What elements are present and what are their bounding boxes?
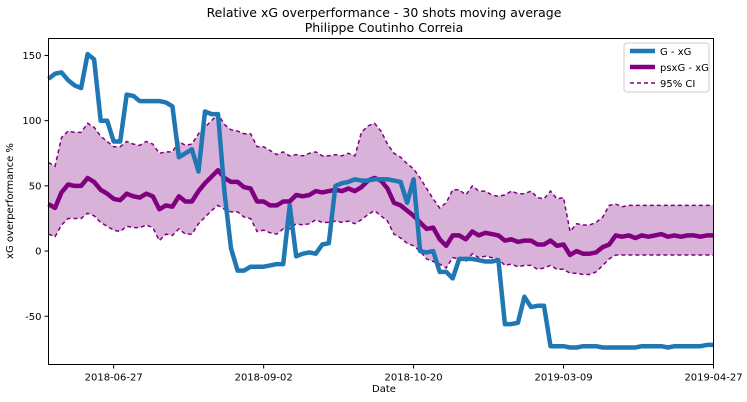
legend-label-g-xg: G - xG — [660, 47, 691, 58]
series-line-g-xg — [47, 51, 714, 350]
plot-area — [47, 51, 714, 350]
legend: G - xG psxG - xG 95% CI — [623, 42, 710, 93]
chart-title: Relative xG overperformance - 30 shots m… — [207, 5, 562, 20]
legend-label-psxg-xg: psxG - xG — [660, 63, 709, 74]
legend-box — [623, 42, 710, 93]
x-tick-label: 2018-10-20 — [385, 373, 443, 384]
y-tick-label: -50 — [25, 312, 41, 323]
legend-label-ci: 95% CI — [660, 79, 695, 90]
ci-upper-line — [48, 112, 714, 234]
chart-subtitle: Philippe Coutinho Correia — [305, 20, 464, 35]
x-tick-label: 2018-09-02 — [235, 373, 293, 384]
y-tick-label: 0 — [35, 247, 41, 258]
y-axis-label: xG overperformance % — [5, 143, 16, 259]
y-tick-label: 100 — [22, 116, 41, 127]
plot-frame — [48, 38, 714, 365]
y-tick-label: 50 — [29, 181, 42, 192]
y-tick-label: 150 — [22, 51, 41, 62]
y-axis: 150 100 50 0 -50 — [22, 51, 49, 323]
x-axis-label: Date — [372, 384, 396, 395]
x-tick-label: 2019-03-09 — [534, 373, 592, 384]
x-tick-label: 2019-04-27 — [684, 373, 742, 384]
x-axis: 2018-06-27 2018-09-02 2018-10-20 2019-03-09… — [85, 364, 743, 384]
x-tick-label: 2018-06-27 — [85, 373, 143, 384]
ci-band — [48, 114, 714, 275]
